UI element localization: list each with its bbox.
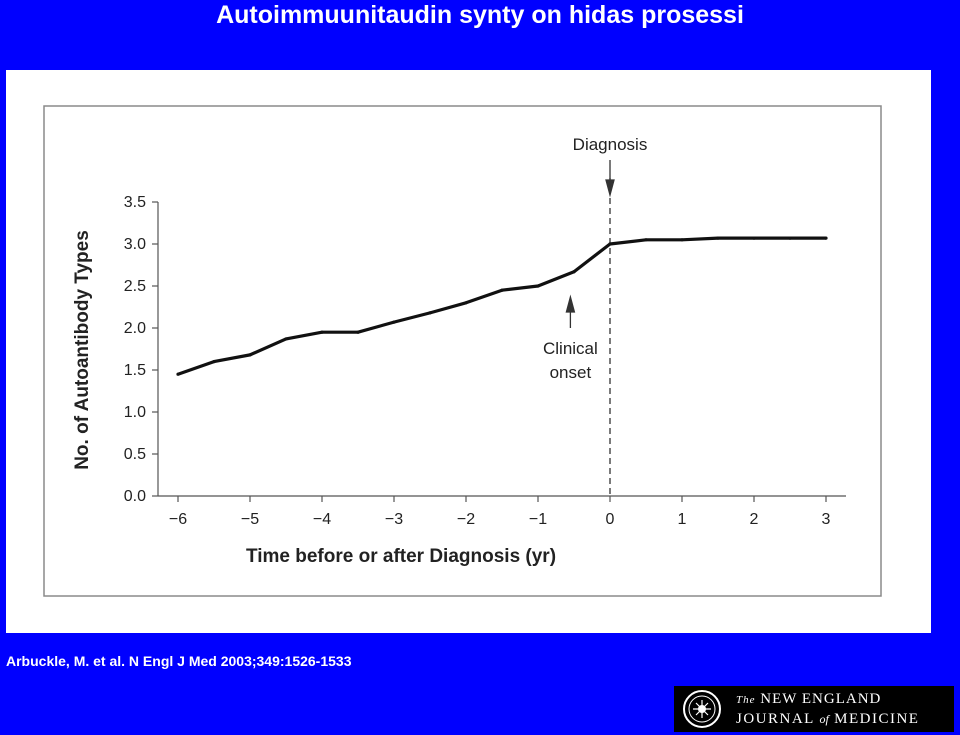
logo-new-england: NEW ENGLAND [760,691,882,707]
journal-wordmark: The NEW ENGLAND JOURNAL of MEDICINE [736,690,950,729]
y-tick-label: 2.5 [124,278,146,295]
data-point [536,284,540,288]
y-tick-label: 1.0 [124,404,146,421]
data-point [284,337,288,341]
logo-medicine: MEDICINE [834,711,920,727]
y-tick-label: 1.5 [124,362,146,379]
x-tick-label: −5 [241,511,259,528]
data-point [572,270,576,274]
figure-panel: −6 −5 −4 −3 −2 −1 0 1 2 3 0.0 0.5 1.0 1.5 2.0 2.5 3.0 3.… [6,70,931,633]
data-point [500,288,504,292]
x-tick-label: −3 [385,511,403,528]
data-point [392,320,396,324]
diagnosis-arrow-icon [605,160,615,198]
data-points [176,236,828,376]
data-point [644,238,648,242]
x-ticks: −6 −5 −4 −3 −2 −1 0 1 2 3 [169,496,831,528]
logo-of: of [819,712,829,726]
data-point [788,236,792,240]
data-point [428,311,432,315]
x-tick-label: −1 [529,511,547,528]
onset-annotation-line1: Clinical [543,339,598,358]
data-point [608,242,612,246]
x-tick-label: −2 [457,511,475,528]
logo-journal: JOURNAL [736,711,815,727]
y-tick-label: 2.0 [124,320,146,337]
data-point [680,238,684,242]
slide-title: Autoimmuunitaudin synty on hidas prosess… [216,1,744,29]
data-point [212,360,216,364]
data-point [752,236,756,240]
x-tick-label: 2 [750,511,759,528]
seal-icon [683,690,721,728]
citation: Arbuckle, M. et al. N Engl J Med 2003;34… [6,653,352,669]
data-point [320,330,324,334]
y-tick-label: 0.5 [124,446,146,463]
onset-arrow-icon [565,294,576,328]
x-tick-label: 0 [606,511,615,528]
y-tick-label: 3.5 [124,194,146,211]
y-ticks: 0.0 0.5 1.0 1.5 2.0 2.5 3.0 3.5 [124,194,158,505]
y-axis-title: No. of Autoantibody Types [72,230,93,470]
data-point [248,353,252,357]
diagnosis-annotation: Diagnosis [573,135,648,154]
y-tick-label: 0.0 [124,488,146,505]
data-point [176,372,180,376]
data-point [356,330,360,334]
x-axis-title: Time before or after Diagnosis (yr) [246,546,556,567]
journal-logo: The NEW ENGLAND JOURNAL of MEDICINE [674,686,954,732]
data-point [464,301,468,305]
y-tick-label: 3.0 [124,236,146,253]
onset-annotation-line2: onset [550,363,592,382]
x-tick-label: −4 [313,511,331,528]
line-chart: −6 −5 −4 −3 −2 −1 0 1 2 3 0.0 0.5 1.0 1.5 2.0 2.5 3.0 3.… [43,105,882,597]
data-point [716,236,720,240]
logo-the: The [736,694,756,706]
x-tick-label: 1 [678,511,687,528]
x-tick-label: 3 [822,511,831,528]
x-tick-label: −6 [169,511,187,528]
chart-frame [43,105,882,597]
data-point [824,236,828,240]
